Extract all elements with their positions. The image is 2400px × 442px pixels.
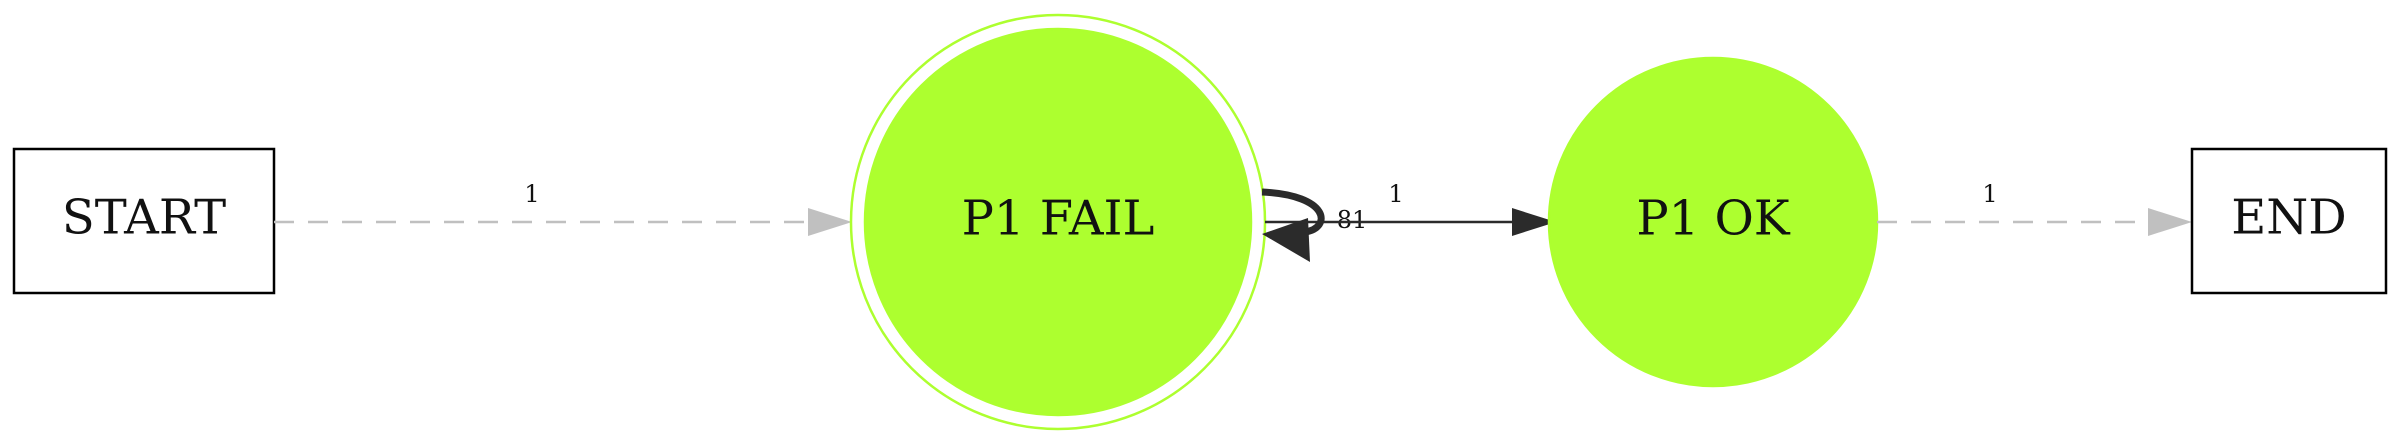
p1-fail-node-label: P1 FAIL [962, 191, 1155, 247]
end-node: END [2190, 147, 2388, 295]
edge-ok-to-end: 1 [1877, 180, 2192, 236]
edge-fail-self-loop-label: 81 [1337, 206, 1368, 234]
end-node-label: END [2231, 190, 2347, 246]
arrowhead [2148, 208, 2192, 236]
p1-ok-node-label: P1 OK [1636, 191, 1790, 247]
edge-start-to-fail-label: 1 [524, 180, 539, 208]
edge-ok-to-end-label: 1 [1982, 180, 1997, 208]
start-node-label: START [62, 190, 226, 246]
edge-fail-self-loop: 81 [1261, 188, 1368, 262]
arrowhead [1512, 208, 1556, 236]
p1-fail-node: P1 FAIL [849, 13, 1267, 431]
start-node: START [12, 147, 276, 295]
arrowhead [808, 208, 852, 236]
arrowhead [1262, 218, 1310, 262]
edge-fail-to-ok-label: 1 [1388, 180, 1403, 208]
p1-ok-node: P1 OK [1547, 56, 1879, 388]
edge-start-to-fail: 1 [274, 180, 852, 236]
edge-fail-to-ok: 1 [1265, 180, 1556, 236]
